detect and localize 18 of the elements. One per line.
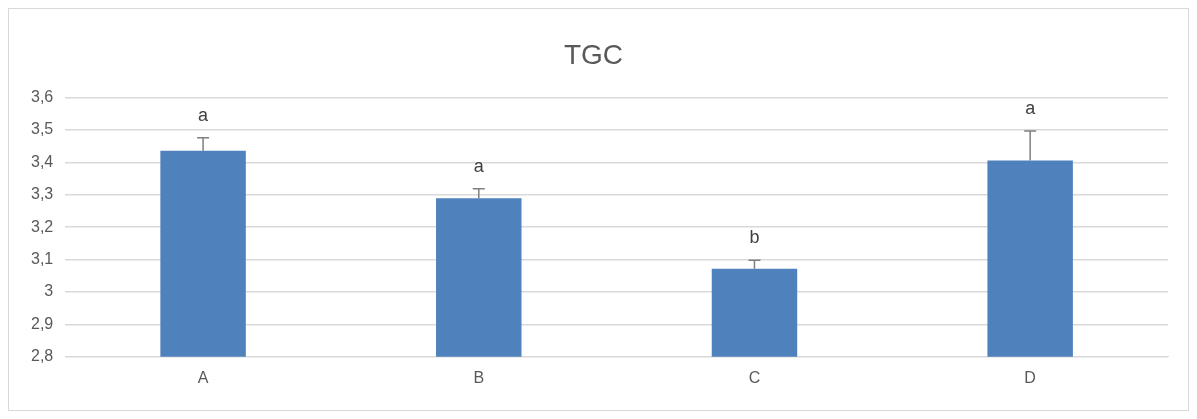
y-tick-label: 3 (44, 282, 54, 300)
y-tick-label: 3,5 (30, 120, 54, 138)
y-tick-label: 3,4 (30, 152, 54, 170)
annotation: a (198, 104, 210, 125)
chart-title: TGC (563, 38, 624, 70)
y-tick-label: 2,8 (30, 347, 54, 365)
y-tick-label: 2,9 (30, 314, 54, 332)
x-tick-label: D (1024, 368, 1036, 386)
y-tick-label: 3,3 (30, 185, 54, 203)
x-tick-label: A (197, 368, 209, 386)
annotation: a (473, 155, 485, 176)
y-tick-label: 3,1 (30, 250, 54, 268)
annotation: a (1025, 97, 1037, 118)
y-tick-label: 3,2 (30, 217, 54, 235)
x-tick-label: C (748, 368, 761, 386)
y-tick-label: 3,6 (30, 88, 54, 106)
x-tick-label: B (473, 368, 485, 386)
annotation: b (749, 227, 760, 248)
